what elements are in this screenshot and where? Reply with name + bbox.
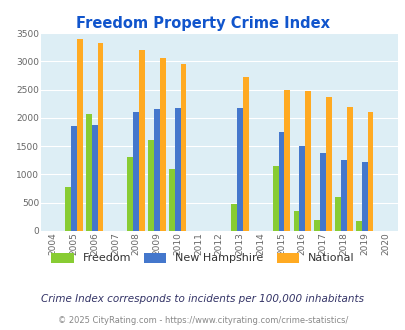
Bar [298,146,305,231]
Bar [180,64,186,231]
Bar [320,153,325,231]
Bar [175,108,180,231]
Bar [325,97,331,231]
Bar [231,204,237,231]
Bar [367,112,373,231]
Bar [65,187,71,231]
Bar [168,169,175,231]
Bar [293,211,298,231]
Bar [346,107,352,231]
Bar [148,141,153,231]
Bar [133,112,139,231]
Legend: Freedom, New Hampshire, National: Freedom, New Hampshire, National [48,249,357,267]
Bar [272,166,278,231]
Bar [97,43,103,231]
Bar [160,58,165,231]
Bar [361,162,367,231]
Bar [153,109,160,231]
Bar [355,221,361,231]
Bar [340,160,346,231]
Bar [139,50,145,231]
Bar [77,39,82,231]
Bar [284,89,290,231]
Bar [305,91,310,231]
Bar [334,197,340,231]
Bar [237,108,242,231]
Bar [242,77,248,231]
Text: Freedom Property Crime Index: Freedom Property Crime Index [76,16,329,31]
Bar [313,220,320,231]
Bar [86,114,92,231]
Bar [92,125,97,231]
Bar [127,157,133,231]
Bar [278,132,284,231]
Text: Crime Index corresponds to incidents per 100,000 inhabitants: Crime Index corresponds to incidents per… [41,294,364,304]
Bar [71,126,77,231]
Text: © 2025 CityRating.com - https://www.cityrating.com/crime-statistics/: © 2025 CityRating.com - https://www.city… [58,316,347,325]
